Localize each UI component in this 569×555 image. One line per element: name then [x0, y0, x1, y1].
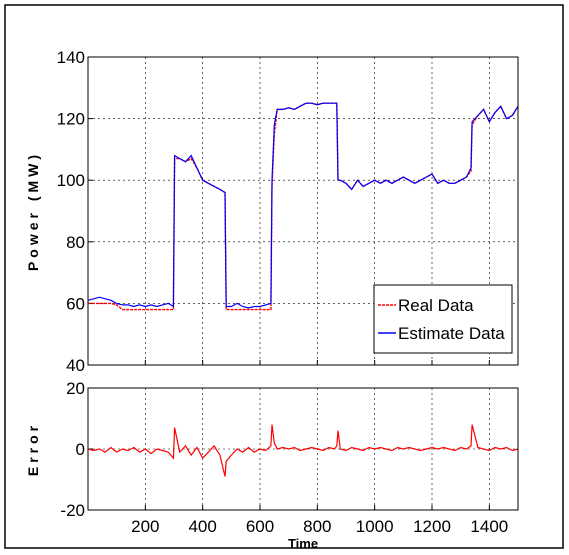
data-line	[87, 102, 519, 309]
x-tick-label: 1400	[470, 517, 508, 536]
y-tick-label: 60	[66, 294, 85, 313]
legend-box	[373, 284, 513, 354]
y-tick-label: 140	[57, 48, 85, 67]
x-axis-label: Time	[288, 536, 318, 551]
x-tick-label: 400	[188, 517, 216, 536]
y-tick-label: 0	[76, 440, 85, 459]
y-tick-label: 80	[66, 233, 85, 252]
y-tick-label: -20	[60, 501, 85, 520]
y-axis-label: Error	[25, 422, 41, 476]
x-tick-label: 200	[131, 517, 159, 536]
x-tick-label: 1200	[413, 517, 451, 536]
y-tick-label: 100	[57, 171, 85, 190]
y-tick-label: 20	[66, 379, 85, 398]
y-axis-label: Power (MW)	[25, 151, 41, 271]
data-line	[87, 424, 519, 477]
legend-label: Real Data	[398, 296, 474, 315]
axes-box	[87, 56, 519, 366]
y-tick-label: 40	[66, 356, 85, 375]
legend-label: Estimate Data	[398, 324, 505, 343]
y-tick-label: 120	[57, 110, 85, 129]
x-tick-label: 600	[246, 517, 274, 536]
axes-box	[87, 387, 519, 511]
x-tick-label: 1000	[356, 517, 394, 536]
x-tick-label: 800	[303, 517, 331, 536]
